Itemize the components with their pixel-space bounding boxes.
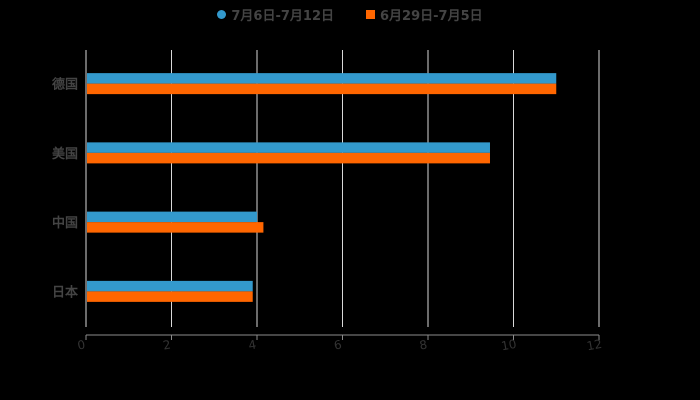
bar[interactable]: [87, 222, 264, 233]
x-tick-label: 10: [500, 337, 517, 353]
x-tick-label: 6: [333, 338, 343, 353]
category-label: 中国: [52, 215, 78, 231]
bar[interactable]: [87, 211, 257, 223]
legend-swatch-blue-icon: [217, 10, 227, 19]
x-tick-label: 8: [418, 338, 428, 353]
x-tick-label: 0: [76, 338, 86, 353]
bar[interactable]: [87, 73, 557, 84]
category-label: 日本: [52, 284, 78, 300]
bar[interactable]: [87, 142, 490, 153]
category-label: 德国: [52, 77, 78, 93]
bar[interactable]: [87, 291, 253, 302]
legend-item-series-2[interactable]: 6月29日-7月5日: [366, 5, 483, 24]
legend-label: 7月6日-7月12日: [231, 9, 334, 24]
x-tick-label: 12: [586, 337, 603, 353]
bar[interactable]: [87, 152, 490, 164]
bar[interactable]: [87, 280, 253, 292]
legend-swatch-orange-icon: [366, 10, 375, 19]
x-tick-label: 4: [247, 338, 257, 353]
legend-label: 6月29日-7月5日: [380, 9, 483, 24]
x-tick-label: 2: [162, 338, 172, 353]
legend-item-series-1[interactable]: 7月6日-7月12日: [217, 5, 334, 24]
bar[interactable]: [87, 83, 557, 95]
chart-legend: 7月6日-7月12日 6月29日-7月5日: [0, 5, 700, 24]
category-label: 美国: [52, 146, 78, 162]
